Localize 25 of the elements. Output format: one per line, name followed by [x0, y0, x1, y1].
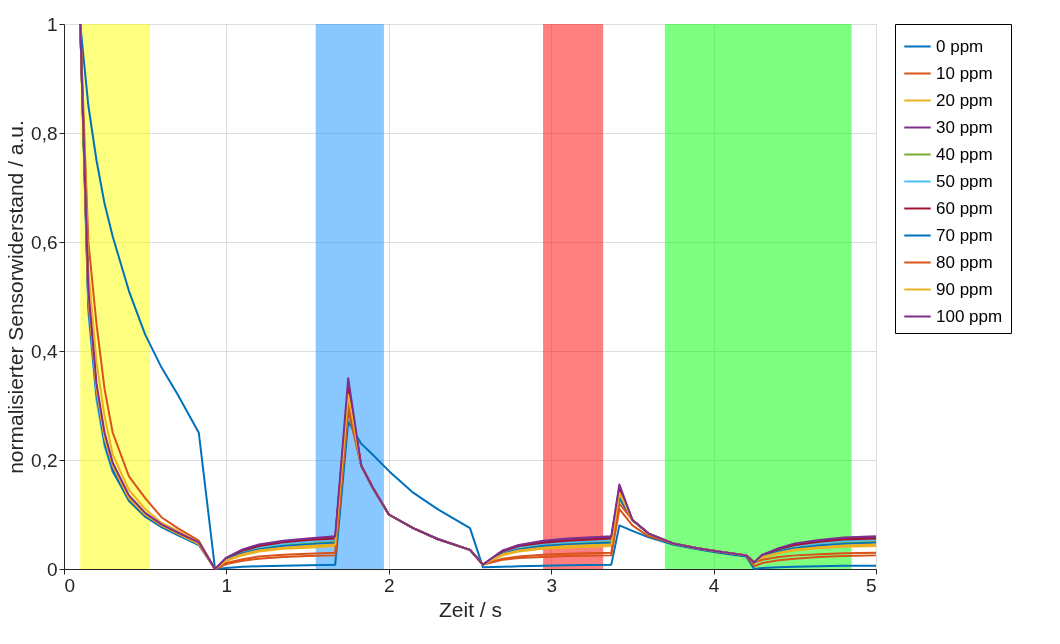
x-axis-title: Zeit / s	[438, 597, 503, 621]
legend-label: 80 ppm	[936, 252, 993, 272]
legend-label: 50 ppm	[936, 171, 993, 191]
y-tick-label: 1	[46, 13, 58, 35]
x-tick-label: 5	[865, 574, 877, 596]
legend-label: 70 ppm	[936, 225, 993, 245]
legend-label: 10 ppm	[936, 63, 993, 83]
y-tick-label: 0,2	[31, 449, 58, 471]
legend-label: 20 ppm	[936, 90, 993, 110]
x-tick-label: 3	[546, 574, 557, 596]
x-tick-label: 1	[221, 574, 233, 596]
legend-label: 100 ppm	[936, 306, 1003, 326]
legend-label: 40 ppm	[936, 144, 993, 164]
legend-label: 60 ppm	[936, 198, 993, 218]
legend-label: 30 ppm	[936, 117, 993, 137]
legend-label: 0 ppm	[936, 36, 984, 56]
x-tick-label: 4	[708, 574, 720, 596]
y-tick-label: 0,8	[31, 122, 58, 144]
y-tick-label: 0	[46, 558, 58, 580]
y-tick-label: 0,4	[31, 340, 58, 362]
y-axis-title: normalisierter Sensorwiderstand / a.u.	[4, 120, 28, 474]
x-tick-label: 0	[64, 574, 76, 596]
y-tick-label: 0,6	[31, 231, 58, 253]
x-tick-label: 2	[384, 574, 395, 596]
legend-label: 90 ppm	[936, 279, 993, 299]
